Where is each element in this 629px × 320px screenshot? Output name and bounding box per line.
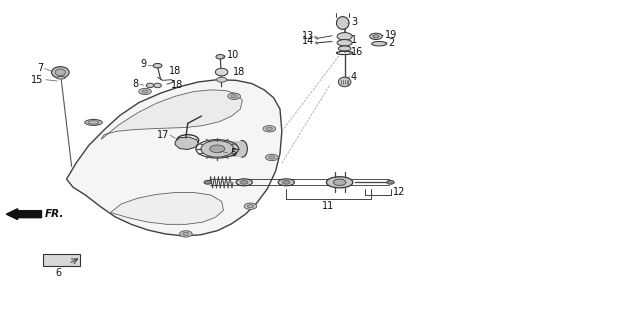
Text: FR.: FR. bbox=[45, 209, 65, 219]
Text: 4: 4 bbox=[351, 72, 357, 82]
Ellipse shape bbox=[147, 83, 154, 88]
Circle shape bbox=[204, 180, 211, 184]
Text: 15: 15 bbox=[31, 75, 43, 85]
Circle shape bbox=[216, 54, 225, 59]
Text: 18: 18 bbox=[233, 67, 245, 77]
Text: 1: 1 bbox=[351, 35, 357, 44]
Ellipse shape bbox=[333, 179, 346, 186]
Circle shape bbox=[373, 35, 379, 38]
Text: 13: 13 bbox=[303, 31, 314, 41]
Circle shape bbox=[265, 154, 278, 161]
Text: 8: 8 bbox=[133, 79, 139, 89]
Circle shape bbox=[240, 180, 248, 184]
Ellipse shape bbox=[85, 120, 103, 125]
Polygon shape bbox=[101, 90, 242, 139]
Circle shape bbox=[228, 93, 240, 100]
Polygon shape bbox=[175, 137, 198, 149]
Ellipse shape bbox=[215, 68, 228, 76]
Text: 11: 11 bbox=[322, 201, 335, 212]
Ellipse shape bbox=[237, 140, 247, 157]
Circle shape bbox=[87, 119, 100, 125]
Text: 19: 19 bbox=[385, 30, 397, 40]
Ellipse shape bbox=[154, 83, 162, 88]
Circle shape bbox=[244, 203, 257, 209]
Ellipse shape bbox=[337, 17, 349, 29]
Circle shape bbox=[263, 125, 276, 132]
Text: 5: 5 bbox=[230, 148, 236, 158]
FancyArrow shape bbox=[6, 209, 42, 220]
Text: 12: 12 bbox=[393, 187, 405, 197]
Circle shape bbox=[370, 33, 382, 40]
Circle shape bbox=[282, 180, 290, 184]
Text: 14: 14 bbox=[303, 36, 314, 46]
Circle shape bbox=[231, 95, 237, 98]
Text: 3: 3 bbox=[351, 17, 357, 28]
Text: 10: 10 bbox=[226, 51, 239, 60]
Text: 2: 2 bbox=[389, 38, 395, 48]
Circle shape bbox=[247, 204, 253, 208]
Ellipse shape bbox=[88, 121, 99, 124]
Circle shape bbox=[153, 63, 162, 68]
Circle shape bbox=[269, 156, 275, 159]
Circle shape bbox=[139, 88, 152, 95]
Ellipse shape bbox=[236, 179, 252, 186]
Bar bbox=[43, 254, 80, 266]
Circle shape bbox=[182, 232, 189, 236]
Ellipse shape bbox=[55, 69, 65, 76]
Ellipse shape bbox=[337, 33, 352, 40]
Ellipse shape bbox=[337, 40, 352, 46]
Ellipse shape bbox=[338, 46, 351, 51]
Text: 9: 9 bbox=[141, 60, 147, 69]
Text: 18: 18 bbox=[172, 80, 184, 90]
Ellipse shape bbox=[372, 42, 387, 46]
Text: 6: 6 bbox=[55, 268, 62, 278]
Text: 16: 16 bbox=[351, 47, 363, 57]
Ellipse shape bbox=[338, 77, 351, 87]
Ellipse shape bbox=[216, 77, 226, 82]
Ellipse shape bbox=[52, 67, 69, 78]
Ellipse shape bbox=[278, 179, 294, 186]
Ellipse shape bbox=[57, 76, 65, 79]
Text: 18: 18 bbox=[169, 66, 181, 76]
Polygon shape bbox=[67, 80, 282, 236]
Circle shape bbox=[142, 90, 148, 93]
Circle shape bbox=[179, 231, 192, 237]
Circle shape bbox=[209, 145, 225, 153]
Text: 17: 17 bbox=[157, 130, 169, 140]
Polygon shape bbox=[111, 193, 223, 224]
Ellipse shape bbox=[201, 140, 233, 157]
Circle shape bbox=[91, 121, 97, 124]
Bar bbox=[211, 140, 242, 157]
Circle shape bbox=[266, 127, 272, 130]
Circle shape bbox=[387, 180, 394, 184]
Text: 7: 7 bbox=[37, 63, 43, 73]
Ellipse shape bbox=[326, 177, 353, 188]
